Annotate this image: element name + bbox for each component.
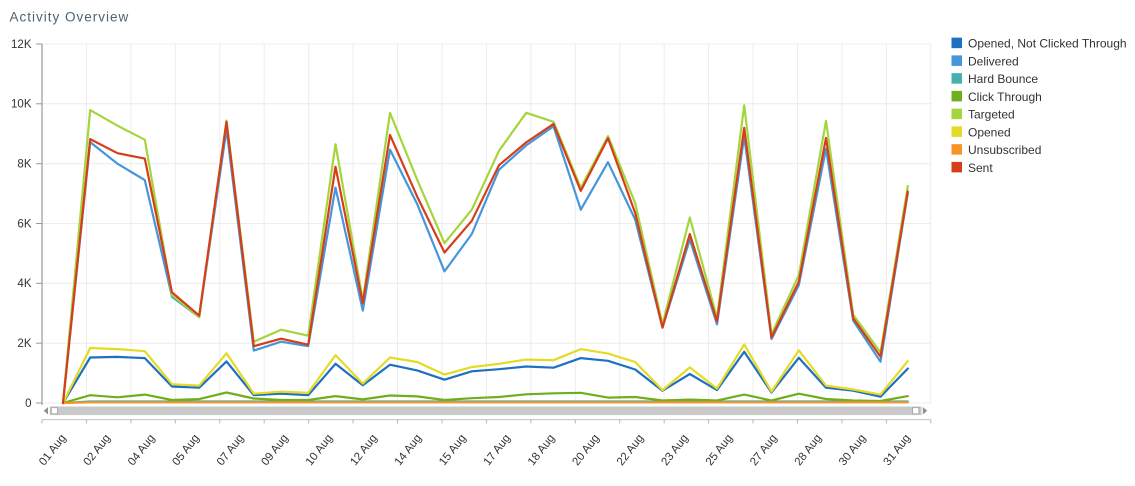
svg-text:Hard Bounce: Hard Bounce	[968, 72, 1038, 86]
svg-text:4K: 4K	[17, 278, 31, 290]
svg-text:10K: 10K	[11, 99, 32, 111]
svg-text:2K: 2K	[17, 338, 31, 350]
svg-text:Click Through: Click Through	[968, 90, 1042, 104]
svg-text:0: 0	[25, 398, 31, 410]
svg-text:Opened: Opened	[968, 125, 1011, 139]
svg-text:Unsubscribed: Unsubscribed	[968, 143, 1041, 157]
svg-text:Delivered: Delivered	[968, 54, 1019, 68]
svg-text:Targeted: Targeted	[968, 108, 1015, 122]
svg-text:Opened, Not Clicked Through: Opened, Not Clicked Through	[968, 37, 1127, 51]
svg-text:6K: 6K	[17, 218, 31, 230]
svg-text:Activity Overview: Activity Overview	[10, 9, 130, 24]
svg-text:Sent: Sent	[968, 161, 993, 175]
svg-text:8K: 8K	[17, 159, 31, 171]
svg-text:12K: 12K	[11, 39, 32, 51]
